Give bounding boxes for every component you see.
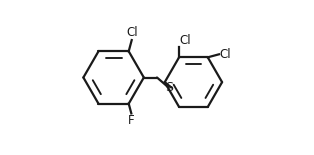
Text: Cl: Cl (220, 48, 231, 61)
Text: Cl: Cl (126, 26, 138, 39)
Text: Cl: Cl (180, 34, 192, 47)
Text: S: S (165, 81, 173, 94)
Text: F: F (128, 114, 135, 127)
